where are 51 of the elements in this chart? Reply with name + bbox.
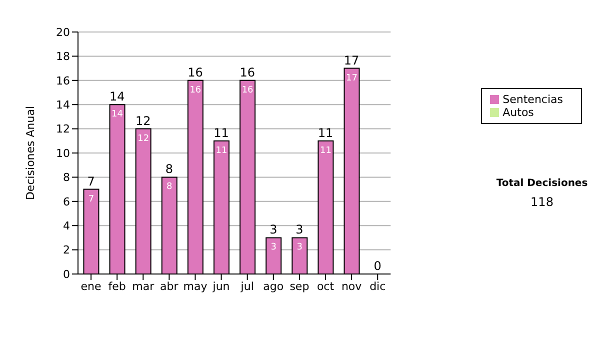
data-label: 8 xyxy=(166,182,173,192)
y-tick-label: 0 xyxy=(63,268,70,281)
data-label: 14 xyxy=(112,110,124,120)
y-tick-label: 18 xyxy=(56,50,70,64)
data-label: 16 xyxy=(190,85,202,96)
x-tick-label: jun xyxy=(212,280,230,293)
y-tick-label: 12 xyxy=(56,122,70,136)
total-label: 3 xyxy=(296,222,304,237)
data-label: 16 xyxy=(242,85,254,96)
y-tick-label: 16 xyxy=(56,74,70,88)
legend-label: Autos xyxy=(502,106,534,119)
data-label: 11 xyxy=(320,146,332,156)
y-tick-label: 10 xyxy=(56,146,70,160)
legend-label: Sentencias xyxy=(502,93,563,106)
y-tick-label: 4 xyxy=(63,220,70,233)
x-tick-label: mar xyxy=(132,280,155,293)
total-label: 12 xyxy=(135,114,151,128)
x-tick-label: nov xyxy=(341,280,362,293)
x-tick-label: ene xyxy=(80,280,102,293)
data-label: 7 xyxy=(88,194,94,204)
data-label: 11 xyxy=(216,146,228,156)
total-label: 16 xyxy=(188,65,203,80)
data-label: 3 xyxy=(270,242,276,253)
total-label: 11 xyxy=(318,126,334,140)
total-label: 11 xyxy=(214,126,229,140)
x-tick-label: abr xyxy=(160,280,179,293)
data-label: 12 xyxy=(138,134,150,144)
data-label: 3 xyxy=(296,242,303,253)
y-tick-label: 2 xyxy=(63,244,70,257)
text: 118 xyxy=(530,195,554,209)
total-label: 14 xyxy=(109,90,125,104)
x-tick-label: ago xyxy=(263,280,284,293)
y-axis-title: Decisiones Anual xyxy=(24,106,37,200)
x-tick-label: jul xyxy=(240,280,254,293)
x-tick-label: may xyxy=(183,280,208,293)
data-label: 17 xyxy=(346,73,358,84)
total-label: 0 xyxy=(374,259,382,273)
x-tick-label: oct xyxy=(316,280,335,293)
total-label: 16 xyxy=(240,65,255,80)
x-tick-label: dic xyxy=(370,280,386,293)
text: Total Decisiones xyxy=(495,178,589,189)
y-tick-label: 20 xyxy=(56,26,70,39)
total-label: 17 xyxy=(344,53,360,68)
y-tick-label: 8 xyxy=(63,171,70,184)
total-label: 8 xyxy=(165,162,174,176)
y-tick-label: 14 xyxy=(56,98,70,112)
x-tick-label: feb xyxy=(108,280,126,293)
x-tick-label: sep xyxy=(290,280,310,293)
total-label: 7 xyxy=(87,174,95,188)
total-label: 3 xyxy=(270,222,278,237)
y-tick-label: 6 xyxy=(63,195,70,208)
